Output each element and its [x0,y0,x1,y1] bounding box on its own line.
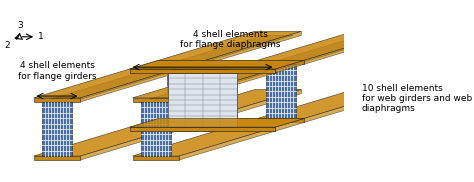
Polygon shape [159,118,205,122]
Polygon shape [304,31,400,64]
Polygon shape [266,35,392,64]
Polygon shape [159,60,205,64]
Polygon shape [130,118,304,127]
Text: 4 shell elements
for flange diaphragms: 4 shell elements for flange diaphragms [180,30,280,49]
Polygon shape [167,64,197,118]
Polygon shape [80,127,176,160]
Polygon shape [133,69,275,98]
Polygon shape [130,127,275,131]
Polygon shape [42,73,168,102]
Polygon shape [266,64,296,118]
Polygon shape [130,127,275,131]
Polygon shape [80,69,176,102]
Polygon shape [130,60,304,69]
Polygon shape [159,31,301,60]
Polygon shape [205,31,301,64]
Polygon shape [168,73,237,127]
Polygon shape [237,64,296,73]
Polygon shape [130,118,304,127]
Polygon shape [257,60,304,64]
Polygon shape [133,98,179,102]
Text: 10 shell elements
for web girders and web
diaphragms: 10 shell elements for web girders and we… [362,84,472,114]
Polygon shape [130,69,275,73]
Polygon shape [257,118,304,122]
Polygon shape [205,90,301,122]
Polygon shape [130,60,304,69]
Polygon shape [167,35,293,64]
Polygon shape [130,69,275,73]
Text: 4 shell elements
for flange girders: 4 shell elements for flange girders [18,61,96,81]
Polygon shape [34,156,80,160]
Polygon shape [168,73,237,127]
Polygon shape [42,102,72,156]
Polygon shape [168,64,266,73]
Polygon shape [34,69,176,98]
Polygon shape [133,156,179,160]
Polygon shape [34,98,80,102]
Polygon shape [179,69,275,102]
Text: 2: 2 [4,41,9,50]
Polygon shape [133,127,275,156]
Polygon shape [141,102,171,156]
Text: 1: 1 [38,32,44,41]
Polygon shape [179,127,275,160]
Polygon shape [257,31,400,60]
Polygon shape [257,90,400,118]
Polygon shape [304,90,400,122]
Polygon shape [159,90,301,118]
Text: 3: 3 [18,21,24,30]
Polygon shape [275,60,304,73]
Polygon shape [275,118,304,131]
Polygon shape [141,73,267,102]
Polygon shape [138,64,197,73]
Polygon shape [34,127,176,156]
